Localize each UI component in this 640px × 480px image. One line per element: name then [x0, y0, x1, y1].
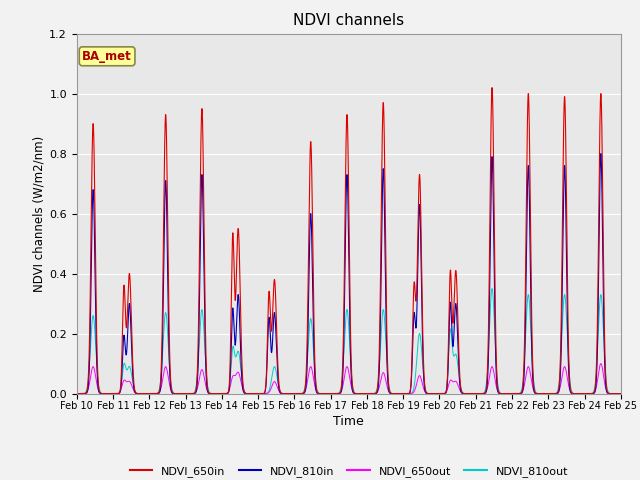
NDVI_650in — [101, 391, 109, 396]
NDVI_810out — [510, 391, 518, 396]
NDVI_650out — [497, 391, 504, 396]
NDVI_650out — [101, 391, 109, 396]
Legend: NDVI_650in, NDVI_810in, NDVI_650out, NDVI_810out: NDVI_650in, NDVI_810in, NDVI_650out, NDV… — [125, 462, 572, 480]
NDVI_810out — [497, 390, 504, 396]
NDVI_810in — [518, 390, 525, 396]
NDVI_810out — [73, 391, 81, 396]
NDVI_650out — [253, 391, 260, 396]
Text: BA_met: BA_met — [82, 50, 132, 63]
NDVI_650out — [518, 390, 525, 396]
NDVI_810out — [488, 286, 496, 291]
Line: NDVI_650in: NDVI_650in — [77, 88, 621, 394]
NDVI_810in — [510, 391, 518, 396]
NDVI_650out — [482, 389, 490, 395]
NDVI_650in — [497, 391, 504, 396]
Y-axis label: NDVI channels (W/m2/nm): NDVI channels (W/m2/nm) — [32, 135, 45, 292]
NDVI_650in — [488, 85, 496, 91]
NDVI_650in — [617, 391, 625, 396]
NDVI_650in — [510, 391, 518, 396]
X-axis label: Time: Time — [333, 415, 364, 429]
NDVI_810out — [420, 378, 428, 384]
NDVI_810in — [597, 151, 605, 156]
NDVI_650in — [518, 390, 525, 396]
Line: NDVI_810out: NDVI_810out — [77, 288, 621, 394]
NDVI_650in — [482, 388, 490, 394]
NDVI_650in — [73, 391, 81, 396]
NDVI_650in — [420, 373, 428, 379]
NDVI_810out — [617, 391, 625, 396]
NDVI_650out — [597, 361, 605, 367]
NDVI_810in — [73, 391, 81, 396]
NDVI_810out — [101, 391, 109, 396]
NDVI_810in — [289, 391, 296, 396]
NDVI_650in — [289, 391, 296, 396]
NDVI_810in — [101, 391, 109, 396]
NDVI_650out — [420, 387, 428, 393]
NDVI_810in — [420, 381, 428, 386]
NDVI_810in — [617, 391, 625, 396]
NDVI_810in — [482, 390, 490, 396]
NDVI_810in — [497, 391, 504, 396]
Line: NDVI_810in: NDVI_810in — [77, 154, 621, 394]
NDVI_650out — [617, 391, 625, 396]
NDVI_650out — [73, 391, 81, 396]
NDVI_810out — [482, 385, 490, 391]
NDVI_650out — [510, 391, 518, 396]
NDVI_810out — [518, 387, 525, 393]
Title: NDVI channels: NDVI channels — [293, 13, 404, 28]
Line: NDVI_650out: NDVI_650out — [77, 364, 621, 394]
